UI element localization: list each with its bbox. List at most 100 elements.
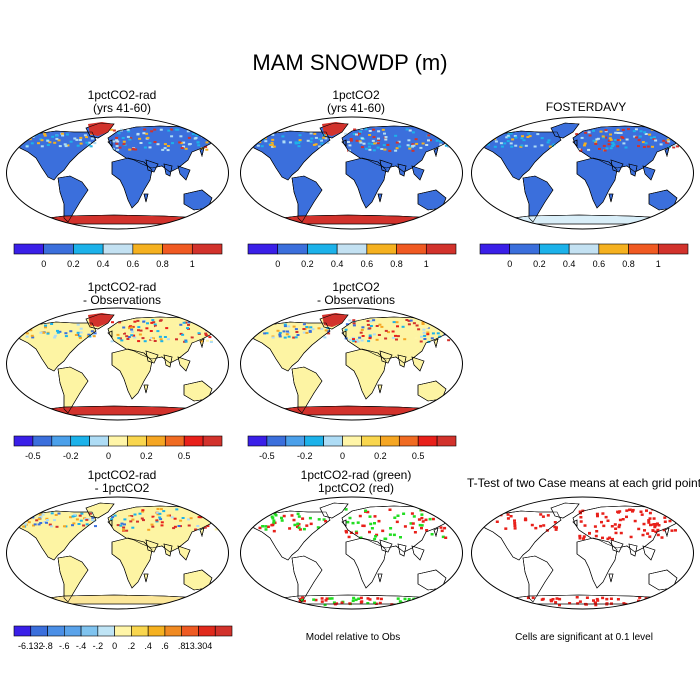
colorbar-swatch xyxy=(247,243,279,255)
colorbar-label: .6 xyxy=(161,641,169,651)
colorbar-label: 0 xyxy=(112,641,117,651)
colorbar-label: 0.8 xyxy=(622,259,635,269)
colorbar-swatch xyxy=(398,435,419,447)
panel-title-p9: T-Test of two Case means at each grid po… xyxy=(466,476,700,490)
colorbar-swatch xyxy=(366,243,397,255)
map-border xyxy=(6,496,229,610)
map-border xyxy=(240,116,463,230)
colorbar-swatch xyxy=(64,625,82,637)
colorbar-label: 0.5 xyxy=(412,451,425,461)
land-nz xyxy=(682,209,688,217)
colorbar-p2: 0 0.2 0.4 0.6 0.8 1 xyxy=(247,243,457,269)
colorbar-swatch xyxy=(132,243,163,255)
colorbar-swatch xyxy=(628,243,659,255)
land-nz xyxy=(451,589,457,597)
map-border xyxy=(6,116,229,230)
colorbar-label: 0 xyxy=(340,451,345,461)
colorbar-label: 0.2 xyxy=(533,259,546,269)
colorbar-label: 0.6 xyxy=(593,259,606,269)
colorbar-swatch xyxy=(396,243,427,255)
colorbar-swatch xyxy=(307,243,338,255)
colorbar-swatch xyxy=(198,625,216,637)
panel-title-p7: 1pctCO2-rad - 1pctCO2 xyxy=(87,468,157,495)
colorbar-label: 0 xyxy=(507,259,512,269)
colorbar-label: 0.6 xyxy=(127,259,140,269)
map-border xyxy=(471,496,694,610)
colorbar-label: -.8 xyxy=(42,641,53,651)
colorbar-swatch xyxy=(214,625,233,637)
colorbar-label: -.6 xyxy=(59,641,70,651)
note-p8: Model relative to Obs xyxy=(305,632,401,643)
colorbar-swatch xyxy=(146,435,166,447)
colorbar-swatch xyxy=(108,435,128,447)
colorbar-label: .8 xyxy=(178,641,186,651)
colorbar-swatch xyxy=(183,435,204,447)
map-p7 xyxy=(6,496,229,610)
panel-title-p5: 1pctCO2- Observations xyxy=(316,280,396,307)
land-nz xyxy=(451,400,457,408)
land-nz xyxy=(682,589,688,597)
colorbar-swatch xyxy=(380,435,400,447)
colorbar-label: -0.5 xyxy=(259,451,275,461)
panel-title-p8: 1pctCO2-rad (green) 1pctCO2 (red) xyxy=(300,468,412,495)
colorbar-swatch xyxy=(102,243,134,255)
map-p3 xyxy=(471,116,694,230)
colorbar-label: 0.8 xyxy=(156,259,169,269)
colorbar-swatch xyxy=(70,435,90,447)
colorbar-swatch xyxy=(539,243,570,255)
colorbar-label: -6.132 xyxy=(18,641,44,651)
colorbar-swatch xyxy=(114,625,132,637)
colorbar-label: -0.2 xyxy=(63,451,79,461)
colorbar-label: 1 xyxy=(424,259,429,269)
colorbar-p3: 0 0.2 0.4 0.6 0.8 1 xyxy=(479,243,689,269)
colorbar-label: .2 xyxy=(128,641,136,651)
colorbar-label: -.4 xyxy=(76,641,87,651)
colorbar-label: -.2 xyxy=(93,641,104,651)
map-p1 xyxy=(6,116,229,230)
panel-title-p1: 1pctCO2-rad (yrs 41-60) xyxy=(87,88,157,115)
map-border xyxy=(240,496,463,610)
colorbar-swatch xyxy=(598,243,629,255)
colorbar-swatch xyxy=(164,625,182,637)
panel-title-p3: FOSTERDAVY xyxy=(545,100,627,114)
colorbar-label: -0.2 xyxy=(297,451,313,461)
colorbar-swatch xyxy=(97,625,115,637)
colorbar-swatch xyxy=(191,243,223,255)
land-nz xyxy=(217,589,223,597)
colorbar-swatch xyxy=(181,625,199,637)
colorbar-swatch xyxy=(80,625,99,637)
map-p4 xyxy=(6,307,229,421)
colorbar-swatch xyxy=(13,625,32,637)
note-p9: Cells are significant at 0.1 level xyxy=(515,632,653,643)
colorbar-swatch xyxy=(127,435,147,447)
colorbar-swatch xyxy=(657,243,689,255)
colorbar-label: 0.2 xyxy=(301,259,314,269)
colorbar-swatch xyxy=(202,435,223,447)
map-border xyxy=(6,307,229,421)
colorbar-swatch xyxy=(323,435,343,447)
panel-title-p2: 1pctCO2 (yrs 41-60) xyxy=(326,88,385,115)
colorbar-label: 0.5 xyxy=(178,451,191,461)
colorbar-label: -0.5 xyxy=(25,451,41,461)
colorbar-label: 0 xyxy=(106,451,111,461)
colorbar-swatch xyxy=(336,243,368,255)
colorbar-swatch xyxy=(304,435,324,447)
colorbar-swatch xyxy=(436,435,457,447)
colorbar-swatch xyxy=(479,243,511,255)
colorbar-label: 0.2 xyxy=(67,259,80,269)
colorbar-p7: -6.132-.8 -.6 -.4 -.2 0 .2 .4 .6 .8 13.304 xyxy=(13,625,233,651)
colorbar-label: 1 xyxy=(656,259,661,269)
colorbar-swatch xyxy=(47,625,65,637)
colorbar-swatch xyxy=(162,243,193,255)
colorbar-label: 0.4 xyxy=(331,259,344,269)
colorbar-swatch xyxy=(51,435,72,447)
map-p9 xyxy=(471,496,694,610)
colorbar-label: 0.4 xyxy=(563,259,576,269)
colorbar-swatch xyxy=(13,435,34,447)
colorbar-swatch xyxy=(30,625,48,637)
colorbar-label: 0.8 xyxy=(390,259,403,269)
map-p5 xyxy=(240,307,463,421)
colorbar-swatch xyxy=(425,243,457,255)
colorbar-swatch xyxy=(32,435,53,447)
colorbar-swatch xyxy=(247,435,268,447)
